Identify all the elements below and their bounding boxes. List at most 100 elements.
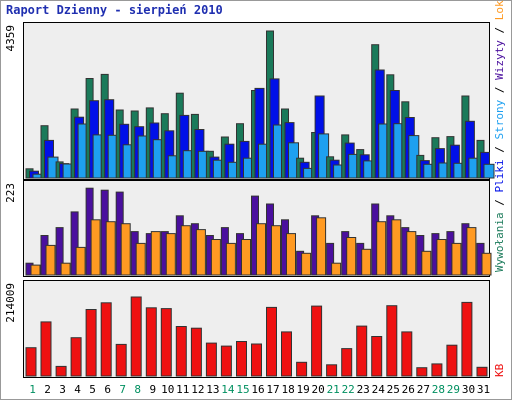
legend-bottom: KB: [493, 363, 506, 377]
bar-lokalizacje-day-14: [225, 242, 236, 276]
legend-entry: /: [493, 20, 506, 40]
bar-kb-day-30: [461, 301, 473, 377]
bar-kb-day-11: [175, 326, 187, 377]
bar-kb-day-27: [416, 367, 428, 377]
day-label-14: 14: [221, 383, 235, 396]
day-label-26: 26: [402, 383, 415, 396]
panel-2: 223: [4, 180, 492, 277]
bar-kb-day-4: [70, 337, 82, 377]
day-label-20: 20: [311, 383, 324, 396]
bar-lokalizacje-day-5: [90, 219, 101, 276]
bar-kb-day-3: [55, 365, 67, 377]
bar-lokalizacje-day-16: [256, 223, 266, 276]
day-label-4: 4: [74, 383, 81, 396]
legend-layer: Wywołania / Pliki / Strony / Wizyty / Lo…: [493, 0, 506, 377]
day-label-11: 11: [176, 383, 189, 396]
bar-lokalizacje-day-21: [331, 262, 342, 276]
bar-wizyty-day-21: [326, 242, 335, 276]
day-label-21: 21: [327, 383, 340, 396]
bar-lokalizacje-day-7: [120, 223, 131, 276]
bar-kb-day-23: [356, 325, 368, 377]
bar-lokalizacje-day-17: [271, 225, 281, 276]
bar-lokalizacje-day-2: [45, 244, 56, 276]
day-label-29: 29: [447, 383, 460, 396]
day-label-23: 23: [357, 383, 370, 396]
bar-lokalizacje-day-20: [316, 217, 327, 276]
panel-2-ymax-label: 223: [4, 183, 17, 203]
day-labels-layer: 1 2 3 4 5 6 7 8 9 10 11 12 13 14 15 16 17 18 19 20 21 22 23 24 2…: [29, 383, 490, 396]
bar-lokalizacje-day-27: [421, 250, 432, 276]
bar-lokalizacje-day-22: [346, 237, 357, 276]
day-label-18: 18: [281, 383, 294, 396]
bar-lokalizacje-day-26: [406, 231, 417, 276]
day-label-6: 6: [104, 383, 111, 396]
bar-kb-day-15: [236, 341, 247, 377]
bar-lokalizacje-day-18: [286, 233, 296, 276]
bar-strony-day-20: [318, 133, 330, 179]
bar-kb-day-13: [205, 342, 217, 377]
bar-lokalizacje-day-31: [481, 252, 492, 276]
day-label-2: 2: [44, 383, 51, 396]
legend-entry: /: [493, 140, 506, 160]
legend-entry: Wywołania: [493, 212, 506, 272]
legend-entry: Pliki: [493, 159, 506, 192]
bar-lokalizacje-day-23: [361, 248, 372, 276]
bar-lokalizacje-day-29: [451, 242, 462, 276]
bar-lokalizacje-day-28: [436, 239, 447, 276]
bar-kb-day-29: [446, 344, 458, 377]
bar-kb-day-9: [145, 307, 157, 377]
legend-entry: /: [493, 80, 506, 100]
legend-top: Wywołania / Pliki / Strony / Wizyty / Lo…: [493, 0, 506, 272]
panel-1-ymax-label: 4359: [4, 25, 17, 52]
legend-entry: Strony: [493, 99, 506, 139]
day-label-3: 3: [59, 383, 66, 396]
panels-layer: 4359 223 214009: [4, 22, 495, 378]
day-label-7: 7: [119, 383, 126, 396]
bar-kb-day-26: [401, 331, 413, 377]
day-label-24: 24: [372, 383, 386, 396]
bar-lokalizacje-day-30: [466, 227, 477, 276]
bar-kb-day-7: [115, 343, 127, 377]
day-label-19: 19: [296, 383, 309, 396]
day-label-5: 5: [89, 383, 96, 396]
day-label-1: 1: [29, 383, 36, 396]
day-label-30: 30: [462, 383, 475, 396]
bar-lokalizacje-day-10: [165, 233, 176, 276]
bar-lokalizacje-day-8: [135, 242, 146, 276]
bar-kb-day-31: [476, 366, 488, 377]
bar-lokalizacje-day-24: [376, 221, 387, 276]
bar-lokalizacje-day-25: [391, 219, 402, 276]
bar-kb-day-16: [251, 343, 262, 377]
bar-kb-day-17: [266, 306, 277, 377]
day-label-17: 17: [266, 383, 279, 396]
day-label-9: 9: [149, 383, 156, 396]
legend-entry: Wizyty: [493, 40, 506, 80]
bar-kb-day-18: [281, 331, 292, 377]
bar-kb-day-22: [341, 348, 353, 377]
chart-title: Raport Dzienny - sierpień 2010: [6, 3, 223, 17]
day-label-16: 16: [251, 383, 264, 396]
panel-3: 214009: [4, 280, 490, 378]
bar-lokalizacje-day-4: [75, 246, 86, 276]
bar-lokalizacje-day-13: [210, 239, 221, 276]
bar-lokalizacje-day-9: [150, 231, 161, 276]
bar-lokalizacje-day-15: [241, 239, 251, 276]
bar-kb-day-8: [130, 296, 142, 377]
panel-1: 4359: [4, 22, 495, 180]
bar-kb-day-1: [25, 347, 37, 377]
bar-kb-day-2: [40, 321, 52, 377]
bar-lokalizacje-day-3: [60, 262, 71, 276]
bar-lokalizacje-day-11: [180, 225, 191, 276]
day-label-8: 8: [134, 383, 141, 396]
day-label-27: 27: [417, 383, 430, 396]
bar-kb-day-19: [296, 361, 308, 377]
day-label-25: 25: [387, 383, 400, 396]
legend-entry: /: [493, 193, 506, 213]
bar-kb-day-20: [311, 305, 323, 377]
bar-wizyty-day-4: [70, 211, 79, 276]
bar-kb-day-10: [160, 308, 172, 377]
bar-lokalizacje-day-6: [105, 221, 116, 276]
day-label-22: 22: [342, 383, 355, 396]
